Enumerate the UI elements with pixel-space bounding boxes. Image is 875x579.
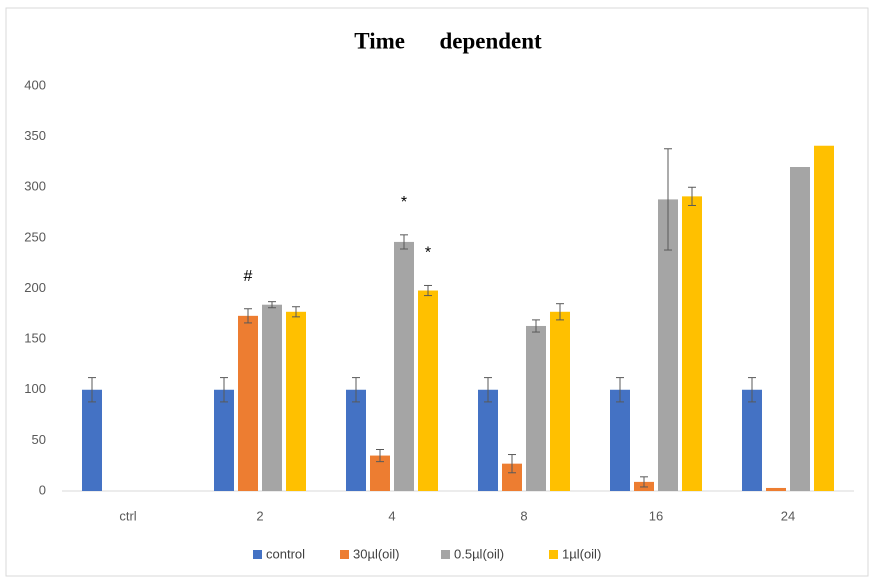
y-tick-label: 100 bbox=[24, 381, 46, 396]
legend-swatch bbox=[441, 550, 450, 559]
error-bar bbox=[424, 284, 432, 297]
error-bar bbox=[616, 377, 624, 403]
bar bbox=[394, 241, 414, 491]
x-tick-label: ctrl bbox=[119, 508, 136, 523]
bar bbox=[478, 389, 498, 491]
bar bbox=[502, 463, 522, 491]
y-tick-label: 200 bbox=[24, 280, 46, 295]
annotation: * bbox=[401, 194, 407, 211]
annotation: * bbox=[425, 245, 431, 262]
bar bbox=[214, 389, 234, 491]
legend-swatch bbox=[340, 550, 349, 559]
bar bbox=[610, 389, 630, 491]
legend-label: 30µl(oil) bbox=[353, 546, 400, 561]
error-bar bbox=[400, 234, 408, 250]
bar bbox=[658, 199, 678, 491]
error-bar bbox=[292, 306, 300, 318]
error-bar bbox=[352, 377, 360, 403]
x-tick-label: 24 bbox=[781, 508, 795, 523]
x-tick-label: 16 bbox=[649, 508, 663, 523]
y-tick-label: 300 bbox=[24, 179, 46, 194]
y-tick-label: 400 bbox=[24, 77, 46, 92]
x-tick-label: 2 bbox=[256, 508, 263, 523]
error-bar bbox=[688, 186, 696, 206]
bar bbox=[418, 290, 438, 491]
error-bar bbox=[556, 303, 564, 321]
bar bbox=[370, 455, 390, 491]
error-bar bbox=[532, 319, 540, 333]
legend-swatch bbox=[549, 550, 558, 559]
y-tick-label: 150 bbox=[24, 331, 46, 346]
y-tick-label: 0 bbox=[39, 482, 46, 497]
bar bbox=[742, 389, 762, 491]
bar bbox=[82, 389, 102, 491]
bar bbox=[790, 167, 810, 491]
bar bbox=[814, 145, 834, 492]
x-tick-label: 8 bbox=[520, 508, 527, 523]
bar bbox=[262, 304, 282, 491]
error-bar bbox=[640, 476, 648, 488]
bar bbox=[682, 196, 702, 492]
error-bar bbox=[376, 448, 384, 463]
x-tick-label: 4 bbox=[388, 508, 395, 523]
chart-title: Time dependent bbox=[354, 28, 542, 53]
error-bar bbox=[244, 308, 252, 324]
bar bbox=[238, 315, 258, 491]
bar bbox=[346, 389, 366, 491]
error-bar bbox=[88, 377, 96, 403]
legend-label: 0.5µl(oil) bbox=[454, 546, 504, 561]
y-tick-label: 350 bbox=[24, 128, 46, 143]
legend-label: 1µl(oil) bbox=[562, 546, 601, 561]
error-bar bbox=[484, 377, 492, 403]
legend-label: control bbox=[266, 546, 305, 561]
bar bbox=[526, 325, 546, 491]
error-bar bbox=[508, 454, 516, 474]
y-tick-label: 250 bbox=[24, 229, 46, 244]
error-bar bbox=[220, 377, 228, 403]
error-bar bbox=[664, 148, 672, 251]
bar bbox=[286, 311, 306, 491]
error-bar bbox=[748, 377, 756, 403]
error-bar bbox=[268, 301, 276, 309]
legend-swatch bbox=[253, 550, 262, 559]
bar bbox=[550, 311, 570, 491]
y-tick-label: 50 bbox=[32, 432, 46, 447]
bar bbox=[766, 487, 786, 491]
annotation: # bbox=[244, 268, 253, 285]
